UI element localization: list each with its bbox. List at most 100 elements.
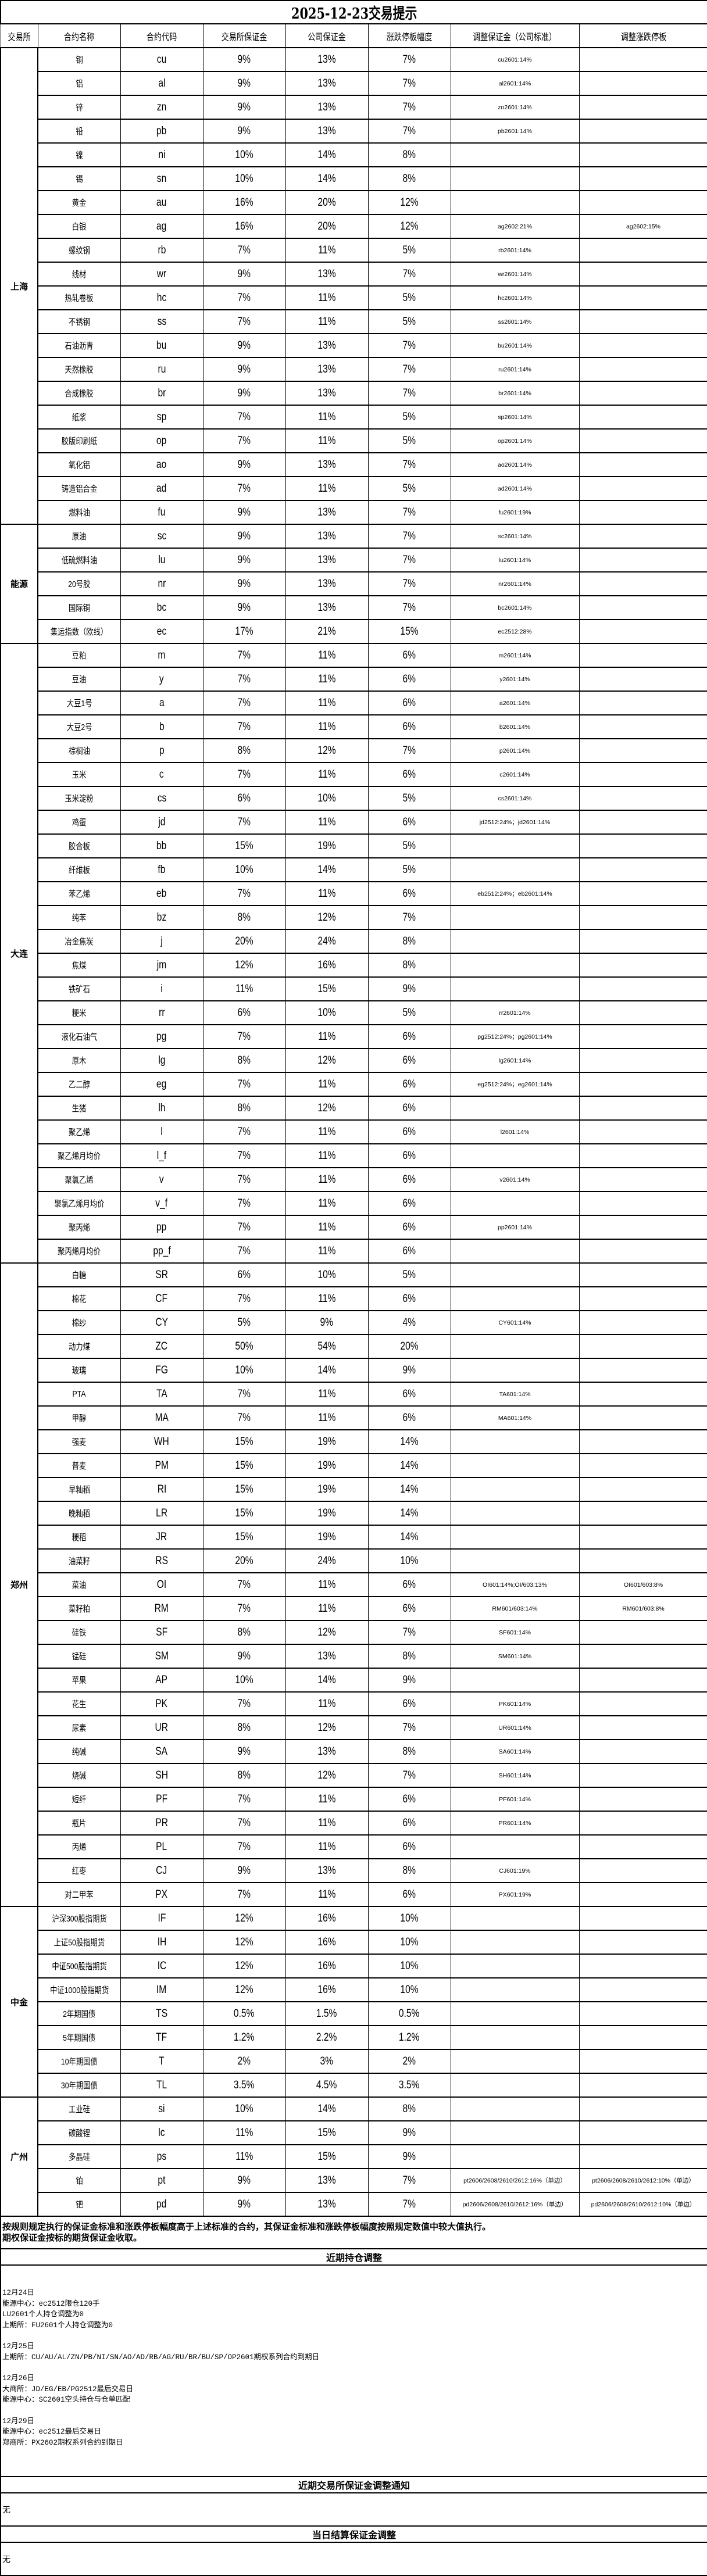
adjusted-price-limit-cell: [579, 1644, 707, 1669]
contract-code: ni: [158, 148, 166, 161]
table-row: 乙二醇 eg 7% 11% 6% eg2512:24%；eg2601:14%: [1, 1072, 707, 1097]
price-limit: 6%: [402, 1244, 416, 1257]
contract-name: 硅铁: [72, 1628, 87, 1638]
exchange-margin-cell: 9%: [202, 357, 286, 382]
price-limit: 12%: [400, 220, 419, 232]
adjusted-price-limit-cell: [579, 309, 707, 334]
adjusted-margin-cell: [450, 2001, 580, 2026]
contract-code: SH: [155, 1769, 168, 1781]
exchange-margin-cell: 8%: [202, 905, 286, 930]
contract-name: 纸浆: [72, 413, 87, 423]
exchange-margin-cell: 7%: [202, 762, 286, 787]
contract-name: 花生: [72, 1700, 87, 1709]
company-margin-cell: 20%: [285, 190, 369, 215]
price-limit: 5%: [402, 792, 416, 804]
price-limit: 6%: [402, 1816, 416, 1829]
adjusted-price-limit-cell: [579, 285, 707, 310]
company-margin: 12%: [317, 1769, 336, 1781]
company-margin-cell: 13%: [285, 571, 369, 596]
table-row: 能源 原油 sc 9% 13% 7% sc2601:14%: [0, 524, 707, 644]
exchange-margin: 9%: [237, 506, 251, 518]
exchange-margin-cell: 9%: [202, 500, 286, 525]
contract-name-cell: 原油: [37, 524, 121, 549]
adjusted-price-limit-cell: [579, 881, 707, 906]
contract-code-cell: CJ: [120, 1858, 203, 1883]
contract-name-cell: 锡: [37, 166, 121, 191]
contract-name-cell: 菜油: [37, 1572, 121, 1597]
adjusted-margin: cu2601:14%: [498, 56, 532, 63]
company-margin-cell: 11%: [285, 667, 369, 692]
contract-code: bz: [156, 911, 167, 924]
price-limit-cell: 7%: [367, 571, 451, 596]
price-limit-cell: 7%: [367, 1763, 451, 1788]
table-row: 玉米淀粉 cs 6% 10% 5% cs2601:14%: [1, 786, 707, 811]
adjusted-margin-cell: [450, 1501, 580, 1526]
adjusted-price-limit-cell: [579, 2001, 707, 2026]
table-row: 黄金 au 16% 20% 12%: [1, 190, 707, 215]
contract-code: j: [160, 935, 163, 947]
contract-code-cell: m: [120, 643, 203, 668]
adjusted-price-limit: RM601/603:8%: [622, 1605, 665, 1612]
adjusted-margin-cell: SF601:14%: [450, 1620, 580, 1645]
table-row: 晚籼稻 LR 15% 19% 14%: [1, 1501, 707, 1526]
contract-code: PX: [155, 1888, 168, 1901]
company-margin: 13%: [317, 529, 336, 542]
contract-code-cell: sc: [120, 524, 203, 549]
price-limit-cell: 5%: [367, 1000, 451, 1025]
exchange-name: 大连: [0, 643, 38, 1264]
contract-code-cell: lc: [120, 2120, 203, 2145]
price-limit: 9%: [402, 2150, 416, 2163]
contract-name: 大豆1号: [66, 699, 92, 709]
contract-name: 豆粕: [72, 651, 87, 661]
contract-name: 聚乙烯: [68, 1128, 90, 1137]
adjusted-margin-cell: [450, 1906, 580, 1931]
company-margin-cell: 14%: [285, 1358, 369, 1383]
adjusted-margin-cell: [450, 833, 580, 858]
price-limit-cell: 6%: [367, 1239, 451, 1264]
contract-name: 锰硅: [72, 1652, 87, 1662]
company-margin: 13%: [317, 1745, 336, 1758]
adjusted-margin: p2601:14%: [499, 747, 531, 754]
price-limit-cell: 20%: [367, 1334, 451, 1359]
contract-code: ec: [156, 625, 167, 638]
adjusted-margin-cell: jd2512:24%；jd2601:14%: [450, 810, 580, 835]
contract-name: 胶版印刷纸: [61, 437, 97, 446]
page-title: 2025-12-23交易提示: [0, 0, 707, 24]
company-margin-cell: 19%: [285, 1453, 369, 1478]
exchange-name: 能源: [0, 524, 38, 644]
contract-code: SA: [155, 1745, 168, 1758]
exchange-margin-cell: 9%: [202, 1739, 286, 1764]
adjusted-margin: ag2602:21%: [498, 223, 532, 230]
company-margin-cell: 11%: [285, 1024, 369, 1049]
table-row: 中证500股指期货 IC 12% 16% 10%: [1, 1954, 707, 1978]
exchange-margin-cell: 7%: [202, 690, 286, 715]
adjusted-margin-cell: [450, 1453, 580, 1478]
contract-code: SR: [155, 1268, 168, 1281]
contract-name: 棉纱: [72, 1318, 87, 1328]
company-margin: 12%: [317, 744, 336, 757]
adjusted-margin-cell: [450, 1358, 580, 1383]
exchange-margin-cell: 6%: [202, 1262, 286, 1287]
exchange-margin: 7%: [237, 1221, 251, 1233]
contract-name-cell: 天然橡胶: [37, 357, 121, 382]
contract-name: 晚籼稻: [68, 1509, 90, 1519]
contract-code: l: [160, 1125, 163, 1138]
exchange-name: 中金: [0, 1906, 38, 2098]
adjusted-margin-cell: UR601:14%: [450, 1715, 580, 1740]
adjusted-price-limit-cell: [579, 1334, 707, 1359]
adjusted-margin-cell: TA601:14%: [450, 1382, 580, 1407]
price-limit: 20%: [400, 1340, 419, 1353]
contract-code: si: [158, 2102, 165, 2115]
company-margin: 13%: [317, 267, 336, 280]
contract-code-cell: bc: [120, 595, 203, 620]
contract-code: CY: [155, 1316, 168, 1329]
contract-code: PL: [156, 1840, 167, 1853]
table-row: PTA TA 7% 11% 6% TA601:14%: [1, 1382, 707, 1407]
adjusted-price-limit-cell: [579, 1382, 707, 1407]
contract-name-cell: 油菜籽: [37, 1548, 121, 1573]
contract-name-cell: 工业硅: [37, 2096, 121, 2121]
company-margin-cell: 1.5%: [285, 2001, 369, 2026]
contract-name: 苹果: [72, 1676, 87, 1686]
contract-name-cell: 中证1000股指期货: [37, 1977, 121, 2002]
adjusted-margin: lg2601:14%: [498, 1057, 531, 1064]
